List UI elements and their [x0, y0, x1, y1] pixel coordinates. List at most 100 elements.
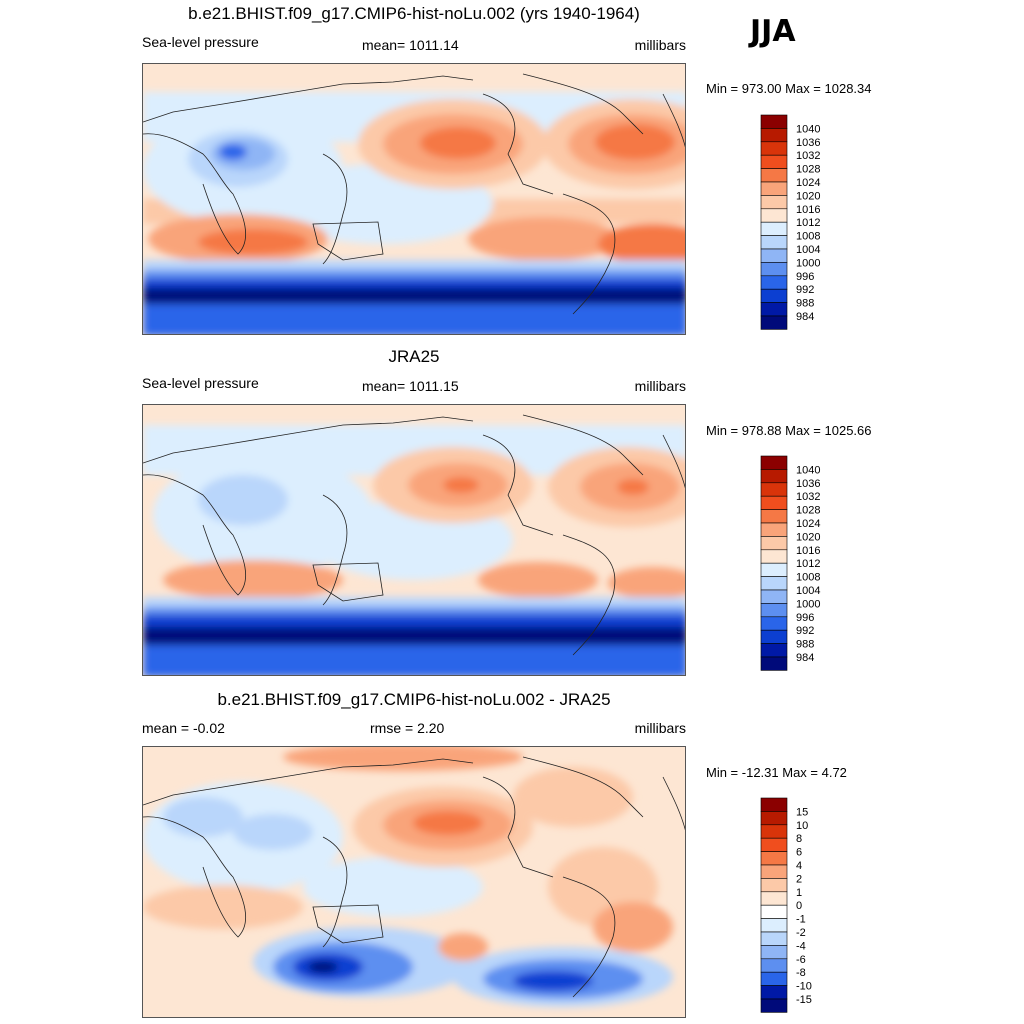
colorbar-label: 1012 [796, 558, 820, 570]
colorbar-swatch [760, 315, 788, 330]
colorbar-label: 992 [796, 625, 814, 637]
colorbar-swatch [760, 643, 788, 658]
colorbar-label: 2 [796, 873, 802, 885]
colorbar-swatch [760, 864, 788, 879]
colorbar-swatch [760, 195, 788, 210]
colorbar-swatch [760, 931, 788, 946]
colorbar-swatch [760, 851, 788, 866]
colorbar-label: 1000 [796, 598, 820, 610]
colorbar-swatch [760, 603, 788, 618]
colorbar-swatch [760, 455, 788, 470]
panel-3-title: b.e21.BHIST.f09_g17.CMIP6-hist-noLu.002 … [217, 690, 611, 709]
colorbar-label: 1032 [796, 491, 820, 503]
colorbar-label: 1024 [796, 177, 820, 189]
colorbar-swatch [760, 221, 788, 236]
colorbar-swatch [760, 998, 788, 1013]
panel-3-mean-label: mean = -0.02 [142, 720, 225, 736]
colorbar-label: 10 [796, 820, 808, 832]
colorbar-swatch [760, 128, 788, 143]
colorbar-label: 4 [796, 860, 802, 872]
panel-3-colorbar: 15 10 8 6 4 2 1 0 -1 -2 -4 -6 -8 -10 -15 [760, 797, 861, 1013]
panel-2-units-label: millibars [634, 378, 686, 394]
colorbar-swatch [760, 469, 788, 484]
colorbar-label: 988 [796, 298, 814, 310]
panel-1-colorbar: 1040 1036 1032 1028 1024 1020 1016 1012 1008 1004… [760, 114, 861, 330]
colorbar-label: -10 [796, 981, 812, 993]
colorbar-label: 1036 [796, 137, 820, 149]
panel-1-title: b.e21.BHIST.f09_g17.CMIP6-hist-noLu.002 … [188, 4, 640, 23]
panel-2-left-label: Sea-level pressure [142, 375, 259, 391]
colorbar-swatch [760, 837, 788, 852]
colorbar-swatch [760, 985, 788, 1000]
colorbar-swatch [760, 154, 788, 169]
colorbar-swatch [760, 235, 788, 250]
panel-3-map [142, 746, 686, 1018]
colorbar-label: 1016 [796, 204, 820, 216]
panel-1-left-label: Sea-level pressure [142, 34, 259, 50]
colorbar-label: 992 [796, 284, 814, 296]
colorbar-label: 1 [796, 887, 802, 899]
colorbar-label: 0 [796, 900, 802, 912]
colorbar-label: -4 [796, 940, 806, 952]
colorbar-label: 984 [796, 652, 814, 664]
colorbar-swatch [760, 945, 788, 960]
colorbar-swatch [760, 878, 788, 893]
colorbar-label: 1004 [796, 244, 820, 256]
panel-1-map [142, 63, 686, 335]
colorbar-label: 996 [796, 271, 814, 283]
colorbar-label: 1036 [796, 478, 820, 490]
colorbar-swatch [760, 918, 788, 933]
colorbar-swatch [760, 168, 788, 183]
colorbar-swatch [760, 248, 788, 263]
colorbar-swatch [760, 262, 788, 277]
colorbar-label: 15 [796, 806, 808, 818]
colorbar-label: 1004 [796, 585, 820, 597]
colorbar-swatch [760, 208, 788, 223]
colorbar-swatch [760, 958, 788, 973]
colorbar-label: 1040 [796, 123, 820, 135]
panel-2-title: JRA25 [388, 347, 440, 366]
colorbar-label: 6 [796, 847, 802, 859]
colorbar-label: 1024 [796, 518, 820, 530]
colorbar-swatch [760, 576, 788, 591]
colorbar-label: 996 [796, 612, 814, 624]
colorbar-swatch [760, 509, 788, 524]
colorbar-swatch [760, 656, 788, 671]
colorbar-swatch [760, 114, 788, 129]
colorbar-label: 1020 [796, 190, 820, 202]
colorbar-swatch [760, 891, 788, 906]
colorbar-label: 1040 [796, 464, 820, 476]
colorbar-label: 1028 [796, 505, 820, 517]
colorbar-label: 1032 [796, 150, 820, 162]
colorbar-swatch [760, 302, 788, 317]
colorbar-label: 1016 [796, 545, 820, 557]
colorbar-swatch [760, 181, 788, 196]
colorbar-label: 1008 [796, 572, 820, 584]
panel-2-map [142, 404, 686, 676]
colorbar-swatch [760, 797, 788, 812]
colorbar-label: 1020 [796, 531, 820, 543]
colorbar-label: -1 [796, 914, 806, 926]
panel-1-units-label: millibars [634, 37, 686, 53]
panel-1-mean-label: mean= 1011.14 [362, 37, 459, 53]
colorbar-swatch [760, 629, 788, 644]
colorbar-label: 988 [796, 639, 814, 651]
colorbar-swatch [760, 616, 788, 631]
colorbar-swatch [760, 141, 788, 156]
colorbar-swatch [760, 811, 788, 826]
colorbar-swatch [760, 275, 788, 290]
season-label: JJA [750, 14, 796, 49]
colorbar-label: 1008 [796, 231, 820, 243]
colorbar-swatch [760, 549, 788, 564]
panel-3-units-label: millibars [634, 720, 686, 736]
colorbar-label: 8 [796, 833, 802, 845]
colorbar-label: -6 [796, 954, 806, 966]
panel-2-minmax: Min = 978.88 Max = 1025.66 [706, 423, 872, 438]
panel-1-minmax: Min = 973.00 Max = 1028.34 [706, 81, 872, 96]
colorbar-swatch [760, 562, 788, 577]
panel-3-minmax: Min = -12.31 Max = 4.72 [706, 765, 847, 780]
colorbar-label: 1028 [796, 164, 820, 176]
colorbar-swatch [760, 904, 788, 919]
panel-2-colorbar: 1040 1036 1032 1028 1024 1020 1016 1012 1008 1004… [760, 455, 861, 671]
colorbar-swatch [760, 589, 788, 604]
